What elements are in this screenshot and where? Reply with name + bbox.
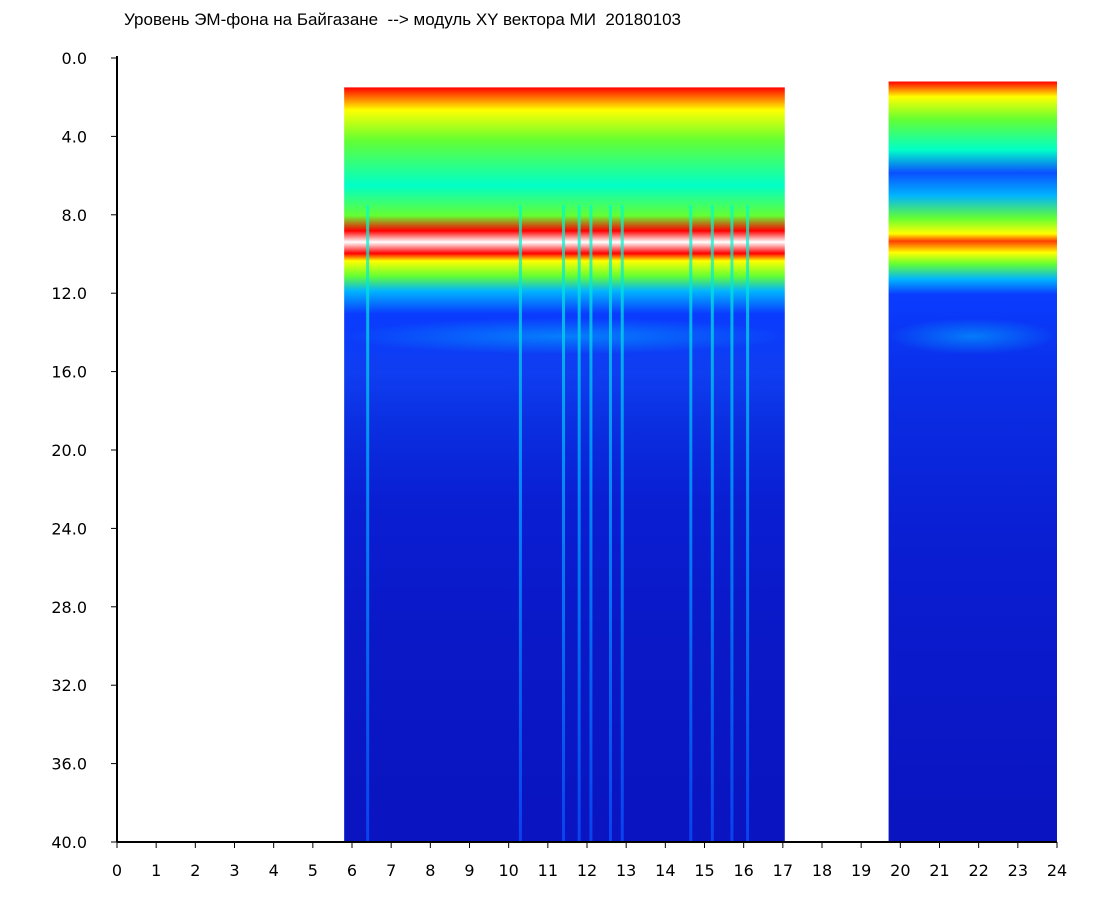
y-axis-ticks: 0.0 4.0 8.0 12.0 16.0 20.0 24.0 28.0 32.0 36.0 40.… xyxy=(51,49,117,852)
x-tick-label: 11 xyxy=(538,861,558,880)
x-tick-label: 1 xyxy=(151,861,161,880)
x-tick-label: 21 xyxy=(929,861,949,880)
haze-band-2 xyxy=(888,318,1057,355)
vertical-streaks xyxy=(366,205,750,842)
vertical-streak xyxy=(620,205,624,842)
x-tick-label: 2 xyxy=(190,861,200,880)
x-tick-label: 17 xyxy=(773,861,793,880)
vertical-streak xyxy=(730,205,734,842)
x-tick-label: 12 xyxy=(577,861,597,880)
x-tick-label: 3 xyxy=(229,861,239,880)
y-tick-label: 16.0 xyxy=(51,363,87,382)
data-segment-2 xyxy=(888,81,1057,842)
y-tick-label: 28.0 xyxy=(51,598,87,617)
vertical-streak xyxy=(589,205,593,842)
x-tick-label: 13 xyxy=(616,861,636,880)
vertical-streak xyxy=(710,205,714,842)
vertical-streak xyxy=(518,205,522,842)
x-tick-label: 10 xyxy=(498,861,518,880)
x-tick-label: 24 xyxy=(1047,861,1067,880)
x-tick-label: 5 xyxy=(308,861,318,880)
x-tick-label: 23 xyxy=(1008,861,1028,880)
x-tick-label: 6 xyxy=(347,861,357,880)
y-tick-label: 4.0 xyxy=(62,127,87,146)
vertical-streak xyxy=(562,205,565,842)
x-tick-label: 8 xyxy=(425,861,435,880)
x-tick-label: 16 xyxy=(733,861,753,880)
y-tick-label: 36.0 xyxy=(51,755,87,774)
vertical-streak xyxy=(577,205,581,842)
y-tick-label: 20.0 xyxy=(51,441,87,460)
y-tick-label: 24.0 xyxy=(51,519,87,538)
x-tick-label: 9 xyxy=(464,861,474,880)
x-tick-label: 19 xyxy=(851,861,871,880)
vertical-streak xyxy=(609,205,612,842)
x-tick-label: 15 xyxy=(694,861,714,880)
y-tick-label: 12.0 xyxy=(51,284,87,303)
x-tick-label: 4 xyxy=(269,861,279,880)
y-tick-label: 8.0 xyxy=(62,206,87,225)
x-tick-label: 0 xyxy=(112,861,122,880)
x-tick-label: 22 xyxy=(968,861,988,880)
y-tick-label: 32.0 xyxy=(51,676,87,695)
vertical-streak xyxy=(689,205,693,842)
vertical-streak xyxy=(746,205,750,842)
x-tick-label: 18 xyxy=(812,861,832,880)
x-tick-label: 14 xyxy=(655,861,675,880)
y-tick-label: 40.0 xyxy=(51,833,87,852)
x-tick-label: 20 xyxy=(890,861,910,880)
y-tick-label: 0.0 xyxy=(62,49,87,68)
vertical-streak xyxy=(366,205,370,842)
x-tick-label: 7 xyxy=(386,861,396,880)
data-segments xyxy=(344,81,1057,842)
x-axis-ticks: 0 1 2 3 4 5 6 7 8 9 10 11 12 13 14 15 16 17 18 19 20 21 22 23 24 xyxy=(112,842,1067,880)
chart-title: Уровень ЭМ-фона на Байгазане --> модуль … xyxy=(124,10,682,29)
